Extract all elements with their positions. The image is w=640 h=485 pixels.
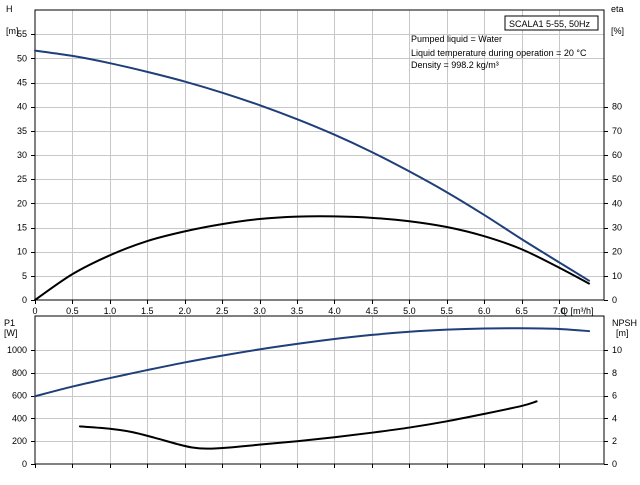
left-y-tick-label: 20 — [17, 198, 27, 208]
title-box-frame — [504, 15, 599, 31]
x-tick-label: 5.0 — [403, 306, 416, 316]
left-y-tick-label: 0 — [22, 295, 27, 305]
eta-axis-unit: [%] — [611, 26, 624, 36]
npsh-axis-unit: [m] — [616, 328, 629, 338]
right-y-tick-label: 10 — [612, 271, 622, 281]
left-y-tick-label: 0 — [22, 459, 27, 469]
x-tick-label: 6.5 — [515, 306, 528, 316]
pump-model-title: SCALA1 5-55, 50Hz — [509, 19, 591, 29]
x-tick-label: 2.0 — [178, 306, 191, 316]
npsh-curve — [78, 400, 538, 450]
x-tick-label: 6.0 — [478, 306, 491, 316]
left-y-tick-label: 600 — [12, 391, 27, 401]
info-density: Density = 998.2 kg/m³ — [411, 60, 499, 70]
left-y-tick-label: 5 — [22, 271, 27, 281]
right-y-tick-label: 20 — [612, 247, 622, 257]
right-y-tick-label: 6 — [612, 391, 617, 401]
right-y-tick-label: 40 — [612, 198, 622, 208]
top-series-group — [34, 49, 591, 301]
right-y-tick-label: 0 — [612, 459, 617, 469]
x-tick-label: 3.0 — [253, 306, 266, 316]
left-y-tick-label: 10 — [17, 247, 27, 257]
eta-axis-label: eta — [611, 4, 624, 14]
left-y-tick-label: 50 — [17, 53, 27, 63]
left-y-tick-label: 35 — [17, 126, 27, 136]
head-axis-unit: [m] — [6, 26, 19, 36]
right-y-tick-label: 50 — [612, 174, 622, 184]
left-y-tick-label: 800 — [12, 368, 27, 378]
npsh-axis-label: NPSH — [612, 318, 637, 328]
left-y-tick-label: 40 — [17, 102, 27, 112]
title-box: SCALA1 5-55, 50Hz — [504, 15, 599, 31]
bottom-plot-frame — [34, 315, 605, 465]
right-y-tick-label: 30 — [612, 223, 622, 233]
left-y-tick-label: 15 — [17, 223, 27, 233]
info-pumped-liquid: Pumped liquid = Water — [411, 34, 502, 44]
left-y-tick-label: 25 — [17, 174, 27, 184]
top-axis-ticks: 0 0.5 1.0 1.5 2.0 2.5 3.0 3.5 4.0 4.5 5.0 5.5 6.0 6.5… — [17, 29, 622, 316]
left-y-tick-label: 1000 — [7, 345, 27, 355]
x-tick-label: 4.5 — [366, 306, 379, 316]
x-tick-label: 4.0 — [328, 306, 341, 316]
right-y-tick-label: 4 — [612, 413, 617, 423]
power-axis-label: P1 — [4, 318, 15, 328]
x-tick-label: 3.5 — [291, 306, 304, 316]
efficiency-curve — [34, 215, 591, 301]
x-tick-label: 0 — [32, 306, 37, 316]
head-axis-label: H — [6, 4, 13, 14]
bottom-grid — [35, 316, 604, 464]
info-liquid-temperature: Liquid temperature during operation = 20… — [411, 48, 587, 58]
head-efficiency-panel: 0 0.5 1.0 1.5 2.0 2.5 3.0 3.5 4.0 4.5 5.0 5.5 6.0 6.5… — [6, 4, 624, 316]
right-y-tick-label: 10 — [612, 345, 622, 355]
bottom-series-group — [34, 327, 591, 450]
x-tick-label: 5.5 — [441, 306, 454, 316]
left-y-tick-label: 45 — [17, 78, 27, 88]
right-y-tick-label: 8 — [612, 368, 617, 378]
x-tick-label: 2.5 — [216, 306, 229, 316]
right-y-tick-label: 60 — [612, 150, 622, 160]
right-y-tick-label: 70 — [612, 126, 622, 136]
power-npsh-panel: 0 200 400 600 800 1000 0 2 4 6 8 10 P1 [W] NPSH [m] — [4, 315, 637, 469]
right-y-tick-label: 2 — [612, 436, 617, 446]
left-y-tick-label: 400 — [12, 413, 27, 423]
power-curve — [34, 327, 591, 398]
x-tick-label: 7.0 — [553, 306, 566, 316]
right-y-tick-label: 0 — [612, 295, 617, 305]
x-tick-label: 1.5 — [141, 306, 154, 316]
head-curve — [34, 49, 591, 282]
left-y-tick-label: 30 — [17, 150, 27, 160]
flow-axis-label: Q [m³/h] — [561, 306, 594, 316]
x-tick-label: 1.0 — [104, 306, 117, 316]
left-y-tick-label: 55 — [17, 29, 27, 39]
power-axis-unit: [W] — [4, 328, 18, 338]
right-y-tick-label: 80 — [612, 102, 622, 112]
bottom-axis-ticks: 0 200 400 600 800 1000 0 2 4 6 8 10 — [7, 345, 622, 469]
x-tick-label: 0.5 — [66, 306, 79, 316]
top-grid — [35, 10, 604, 300]
left-y-tick-label: 200 — [12, 436, 27, 446]
